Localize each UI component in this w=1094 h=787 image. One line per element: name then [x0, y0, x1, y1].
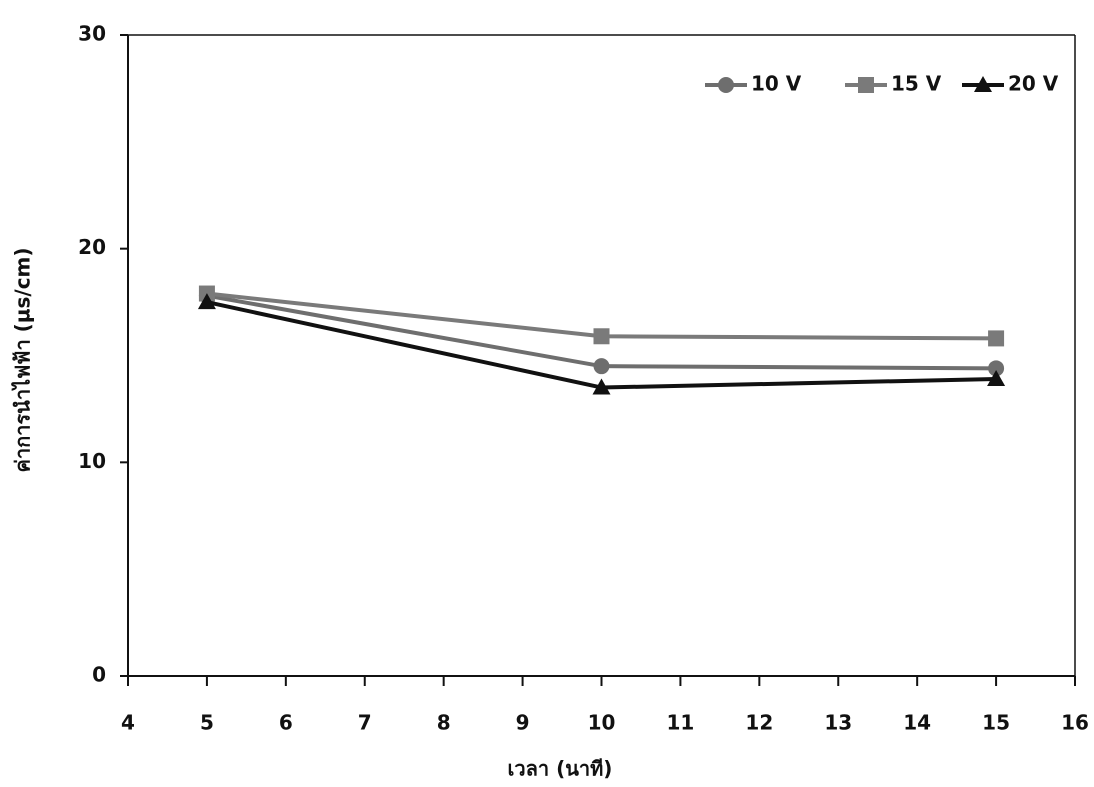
legend-label: 10 V [751, 72, 802, 96]
x-tick-label: 6 [279, 711, 293, 735]
marker [987, 370, 1006, 387]
marker [718, 77, 734, 93]
y-tick-label: 0 [92, 663, 106, 687]
x-tick-label: 16 [1061, 711, 1089, 735]
x-tick-label: 12 [745, 711, 773, 735]
y-axis-label: ค่าการนำไฟฟ้า (µs/cm) [11, 247, 35, 472]
x-tick-label: 4 [121, 711, 135, 735]
marker [593, 328, 610, 345]
x-tick-label: 13 [824, 711, 852, 735]
x-tick-label: 9 [516, 711, 530, 735]
x-tick-label: 15 [982, 711, 1010, 735]
x-tick-label: 14 [903, 711, 931, 735]
marker [592, 378, 611, 395]
x-tick-label: 11 [666, 711, 694, 735]
x-axis-label: เวลา (นาที) [508, 757, 613, 781]
marker [988, 330, 1005, 347]
marker [988, 360, 1005, 377]
x-tick-label: 7 [358, 711, 372, 735]
legend-label: 20 V [1008, 72, 1059, 96]
y-tick-label: 10 [78, 449, 106, 473]
marker [974, 76, 992, 92]
y-tick-label: 20 [78, 235, 106, 259]
x-tick-label: 5 [200, 711, 214, 735]
y-tick-label: 30 [78, 22, 106, 46]
marker [197, 293, 216, 310]
legend-label: 15 V [891, 72, 942, 96]
marker [858, 77, 874, 93]
x-tick-label: 8 [437, 711, 451, 735]
marker [593, 358, 610, 375]
x-tick-label: 10 [588, 711, 616, 735]
